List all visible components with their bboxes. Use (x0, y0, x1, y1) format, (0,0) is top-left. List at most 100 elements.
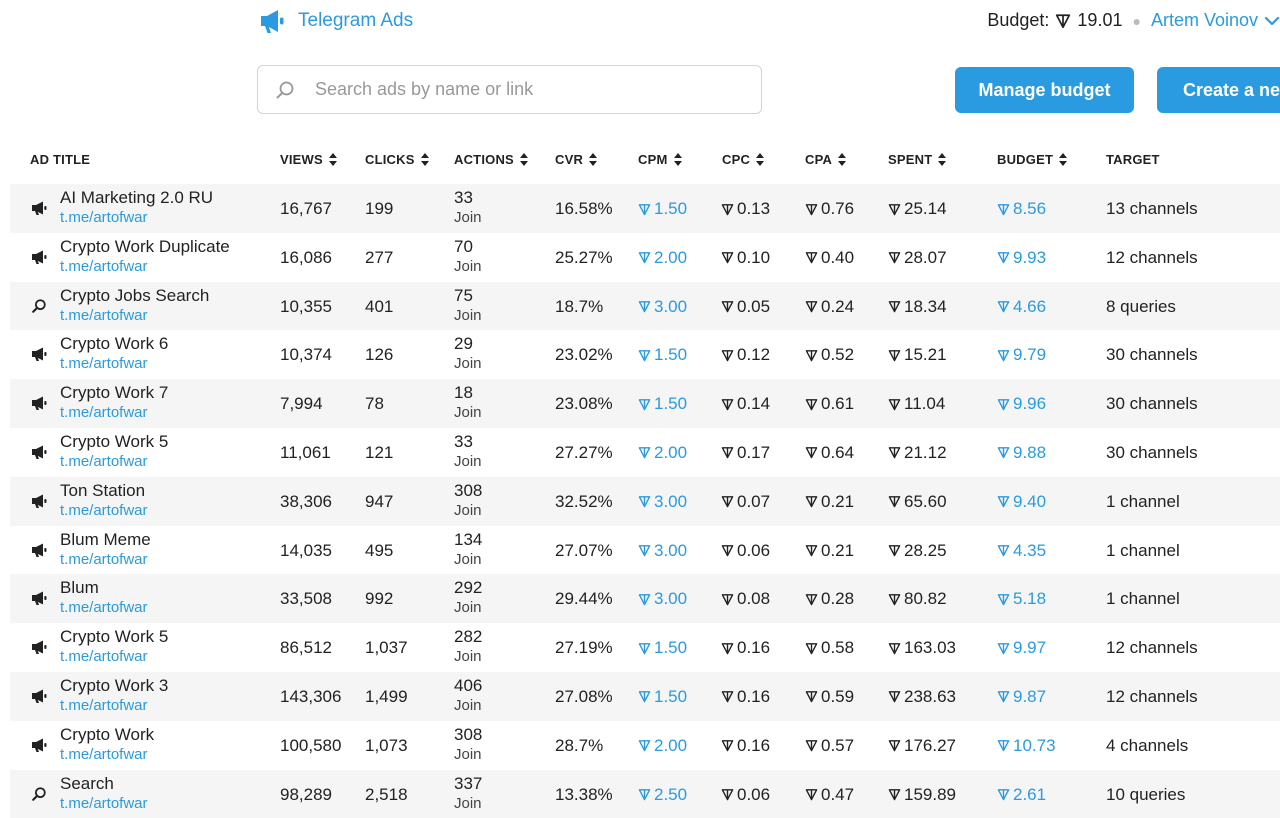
col-header-actions[interactable]: ACTIONS (454, 152, 528, 167)
ad-link[interactable]: t.me/artofwar (60, 404, 148, 422)
cpm-cell[interactable]: 2.50 (638, 785, 687, 805)
table-row[interactable]: AI Marketing 2.0 RU t.me/artofwar 16,767… (10, 184, 1280, 233)
ton-icon (805, 446, 818, 459)
ad-link[interactable]: t.me/artofwar (60, 696, 148, 714)
cpm-cell[interactable]: 2.00 (638, 248, 687, 268)
ad-title[interactable]: Ton Station (60, 480, 146, 500)
table-row[interactable]: Search t.me/artofwar 98,289 2,518 337 Jo… (10, 769, 1280, 818)
cpc-cell: 0.06 (721, 785, 770, 805)
chevron-down-icon[interactable] (1264, 16, 1280, 26)
budget-cell[interactable]: 9.79 (997, 345, 1046, 365)
ad-link[interactable]: t.me/artofwar (60, 550, 148, 568)
ton-icon (997, 446, 1010, 459)
table-row[interactable]: Crypto Work 6 t.me/artofwar 10,374 126 2… (10, 330, 1280, 380)
cpm-cell[interactable]: 1.50 (638, 345, 687, 365)
ad-title[interactable]: Crypto Work 5 (60, 431, 169, 451)
action-type: Join (454, 209, 482, 226)
col-header-cpc[interactable]: CPC (722, 152, 764, 167)
cpm-cell[interactable]: 1.50 (638, 687, 687, 707)
search-box[interactable] (257, 65, 762, 114)
ad-title[interactable]: Crypto Work Duplicate (60, 236, 230, 256)
budget-cell[interactable]: 9.93 (997, 248, 1046, 268)
ad-link[interactable]: t.me/artofwar (60, 257, 148, 275)
ton-icon (638, 446, 651, 459)
brand[interactable]: Telegram Ads (258, 8, 413, 34)
col-header-spent[interactable]: SPENT (888, 152, 946, 167)
col-header-budget[interactable]: BUDGET (997, 152, 1067, 167)
ad-link[interactable]: t.me/artofwar (60, 452, 148, 470)
table-row[interactable]: Crypto Work 5 t.me/artofwar 86,512 1,037… (10, 623, 1280, 672)
budget-cell[interactable]: 9.40 (997, 492, 1046, 512)
table-row[interactable]: Crypto Work 7 t.me/artofwar 7,994 78 18 … (10, 379, 1280, 428)
cpc-cell: 0.16 (721, 638, 770, 658)
budget-cell[interactable]: 9.97 (997, 638, 1046, 658)
table-row[interactable]: Crypto Work t.me/artofwar 100,580 1,073 … (10, 720, 1280, 770)
table-row[interactable]: Crypto Jobs Search t.me/artofwar 10,355 … (10, 281, 1280, 331)
budget-cell[interactable]: 9.88 (997, 443, 1046, 463)
table-row[interactable]: Blum t.me/artofwar 33,508 992 292 Join 2… (10, 574, 1280, 624)
ad-link[interactable]: t.me/artofwar (60, 648, 148, 666)
create-new-ad-button[interactable]: Create a new ad (1157, 67, 1280, 113)
ad-link[interactable]: t.me/artofwar (60, 209, 148, 226)
table-row[interactable]: Crypto Work 5 t.me/artofwar 11,061 121 3… (10, 427, 1280, 477)
col-header-clicks[interactable]: CLICKS (365, 152, 429, 167)
table-row[interactable]: Crypto Work 3 t.me/artofwar 143,306 1,49… (10, 671, 1280, 721)
budget-cell[interactable]: 4.66 (997, 297, 1046, 317)
ad-title[interactable]: Crypto Work 7 (60, 383, 169, 403)
cpm-cell[interactable]: 2.00 (638, 736, 687, 756)
cpm-cell[interactable]: 1.50 (638, 394, 687, 414)
ad-link[interactable]: t.me/artofwar (60, 355, 148, 373)
ad-link[interactable]: t.me/artofwar (60, 599, 148, 617)
cpm-cell[interactable]: 1.50 (638, 638, 687, 658)
ad-link[interactable]: t.me/artofwar (60, 745, 148, 763)
ad-title[interactable]: Crypto Work 3 (60, 675, 169, 695)
ad-title[interactable]: Crypto Jobs Search (60, 285, 210, 305)
table-row[interactable]: Crypto Work Duplicate t.me/artofwar 16,0… (10, 232, 1280, 282)
table-row[interactable]: Ton Station t.me/artofwar 38,306 947 308… (10, 476, 1280, 526)
ton-icon (638, 593, 651, 606)
ad-title[interactable]: Blum Meme (60, 529, 151, 549)
actions-count: 308 (454, 724, 483, 744)
ad-title[interactable]: Blum (60, 578, 99, 598)
budget-cell[interactable]: 8.56 (997, 199, 1046, 219)
ad-title[interactable]: Crypto Work (60, 724, 155, 744)
ton-icon (721, 690, 734, 703)
ad-title[interactable]: Crypto Work 5 (60, 627, 169, 647)
budget-cell[interactable]: 10.73 (997, 736, 1056, 756)
col-header-cpm[interactable]: CPM (638, 152, 682, 167)
col-header-cvr[interactable]: CVR (555, 152, 597, 167)
sort-icon (1059, 153, 1067, 166)
ad-link[interactable]: t.me/artofwar (60, 501, 148, 519)
budget-cell[interactable]: 5.18 (997, 589, 1046, 609)
ad-title[interactable]: AI Marketing 2.0 RU (60, 188, 214, 207)
ton-icon (805, 739, 818, 752)
budget-cell[interactable]: 9.96 (997, 394, 1046, 414)
megaphone-icon (30, 200, 48, 216)
cpm-cell[interactable]: 3.00 (638, 589, 687, 609)
user-menu[interactable]: Artem Voinov (1150, 10, 1258, 30)
action-type: Join (454, 599, 482, 617)
cpm-cell[interactable]: 2.00 (638, 443, 687, 463)
manage-budget-button[interactable]: Manage budget (955, 67, 1134, 113)
cpm-cell[interactable]: 1.50 (638, 199, 687, 219)
cpm-cell[interactable]: 3.00 (638, 492, 687, 512)
budget-cell[interactable]: 2.61 (997, 785, 1046, 805)
search-input[interactable] (313, 78, 737, 101)
budget-cell[interactable]: 4.35 (997, 541, 1046, 561)
header-budget-area: Budget: 19.01 ● Artem Voinov (987, 10, 1280, 31)
table-row[interactable]: Blum Meme t.me/artofwar 14,035 495 134 J… (10, 525, 1280, 575)
cpm-cell[interactable]: 3.00 (638, 297, 687, 317)
ad-link[interactable]: t.me/artofwar (60, 794, 148, 812)
cpm-cell[interactable]: 3.00 (638, 541, 687, 561)
ad-title[interactable]: Search (60, 773, 114, 793)
search-ad-icon (30, 786, 48, 802)
ad-link[interactable]: t.me/artofwar (60, 306, 148, 324)
views-cell: 14,035 (280, 540, 332, 560)
ad-title[interactable]: Crypto Work 6 (60, 334, 169, 354)
budget-cell[interactable]: 9.87 (997, 687, 1046, 707)
col-header-views[interactable]: VIEWS (280, 152, 337, 167)
actions-count: 75 (454, 285, 473, 305)
col-header-cpa[interactable]: CPA (805, 152, 846, 167)
ton-icon (997, 349, 1010, 362)
clicks-cell: 2,518 (365, 784, 408, 804)
